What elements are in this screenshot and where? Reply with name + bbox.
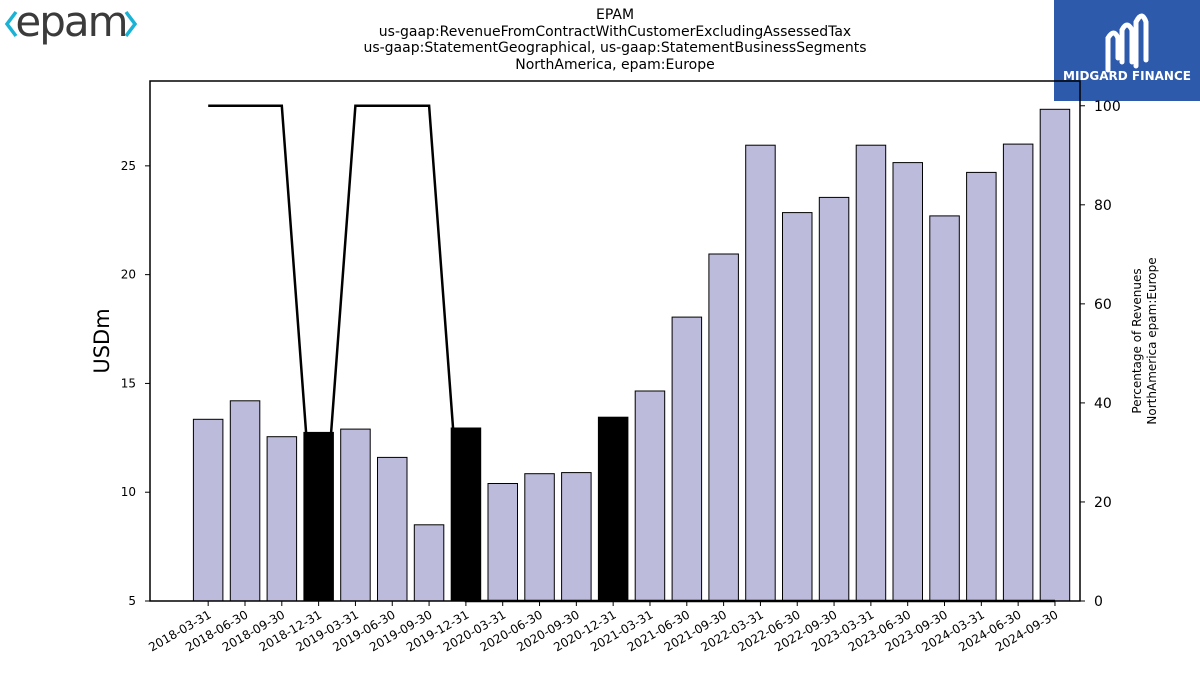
bar-2023-06-30 xyxy=(892,162,923,602)
bar-2021-03-31 xyxy=(634,390,666,602)
right-tick-label: 20 xyxy=(1094,495,1112,511)
title-line-1: EPAM xyxy=(595,7,635,23)
epam-logo-text: epam xyxy=(15,0,126,46)
right-tick-label: 60 xyxy=(1094,297,1112,313)
bar-2018-03-31 xyxy=(192,418,224,602)
bar-2022-03-31 xyxy=(745,144,776,602)
midgard-m-icon: MIDGARD FINANCE xyxy=(1063,13,1191,83)
epam-logo: epam xyxy=(4,0,138,46)
title-line-3: us-gaap:StatementGeographical, us-gaap:S… xyxy=(363,40,867,56)
bar-2020-09-30 xyxy=(561,472,592,602)
bar-2019-09-30 xyxy=(413,524,445,602)
plot-frame xyxy=(149,80,1081,602)
right-tick-label: 100 xyxy=(1094,99,1121,115)
right-axis-label-line-2: NorthAmerica epam:Europe xyxy=(1145,257,1159,424)
bar-2023-09-30 xyxy=(929,215,960,602)
y-axis-label: USDm xyxy=(90,308,114,373)
bar-2020-06-30 xyxy=(524,473,555,602)
y-tick-label: 15 xyxy=(121,376,136,390)
title-line-4: NorthAmerica, epam:Europe xyxy=(515,56,715,73)
bar-2022-09-30 xyxy=(818,196,850,602)
right-axis-label-line-1: Percentage of Revenues xyxy=(1130,268,1144,413)
chevron-right-icon xyxy=(124,10,138,38)
y-tick-label: 10 xyxy=(121,485,136,499)
bar-2023-03-31 xyxy=(855,144,887,602)
midgard-finance-text: MIDGARD FINANCE xyxy=(1063,69,1191,83)
bar-2019-06-30 xyxy=(377,456,408,602)
bar-2021-09-30 xyxy=(708,253,739,602)
bar-2020-12-31 xyxy=(597,416,629,602)
bar-2018-09-30 xyxy=(266,436,298,602)
bar-2024-09-30 xyxy=(1039,108,1071,602)
bar-2024-06-30 xyxy=(1002,143,1034,602)
bar-2018-06-30 xyxy=(229,400,261,602)
bar-2022-06-30 xyxy=(782,212,813,602)
bar-2019-03-31 xyxy=(340,428,371,602)
right-tick-label: 0 xyxy=(1094,594,1103,610)
y-tick-label: 5 xyxy=(128,594,136,608)
bar-2020-03-31 xyxy=(487,483,518,602)
midgard-finance-logo: MIDGARD FINANCE xyxy=(1054,0,1200,101)
chart-title: EPAM us-gaap:RevenueFromContractWithCust… xyxy=(315,7,915,73)
title-line-2: us-gaap:RevenueFromContractWithCustomerE… xyxy=(378,23,852,40)
chevron-left-icon xyxy=(4,10,18,38)
bar-2021-06-30 xyxy=(671,316,703,602)
percentage-line xyxy=(208,104,1055,603)
bar-2024-03-31 xyxy=(966,171,997,602)
right-tick-label: 80 xyxy=(1094,198,1112,214)
right-tick-label: 40 xyxy=(1094,396,1112,412)
y-tick-label: 25 xyxy=(121,159,136,173)
y-tick-label: 20 xyxy=(121,268,136,282)
